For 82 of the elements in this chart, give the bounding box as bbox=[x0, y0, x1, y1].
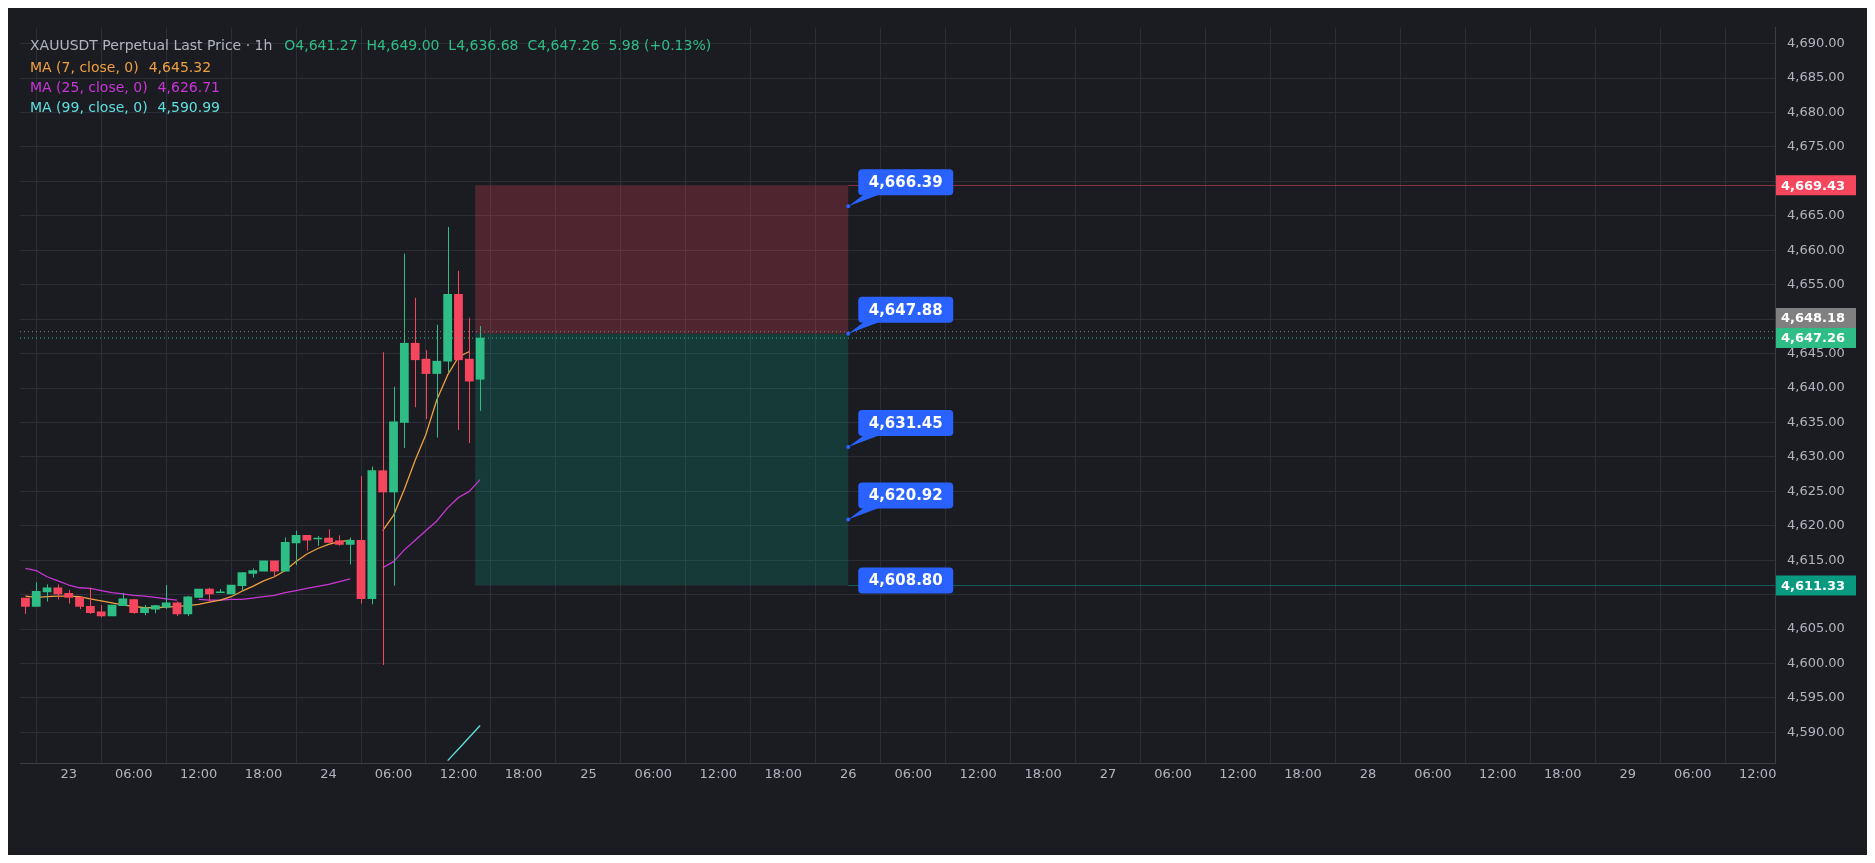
x-tick-label: 18:00 bbox=[504, 765, 543, 781]
candlestick bbox=[345, 536, 355, 565]
candlestick bbox=[21, 597, 30, 615]
y-tick-label: 4,615.00 bbox=[1787, 551, 1845, 567]
candlestick bbox=[75, 596, 84, 610]
y-tick-label: 4,660.00 bbox=[1787, 241, 1845, 257]
text: MA (25, close, 0) 4,626.71 bbox=[30, 78, 220, 95]
annotation: 4,631.45 bbox=[868, 413, 943, 432]
candlestick bbox=[194, 588, 204, 598]
candlestick bbox=[378, 351, 388, 666]
x-tick-label: 28 bbox=[1359, 765, 1377, 781]
x-tick-label: 06:00 bbox=[1154, 765, 1192, 781]
annotation: 4,620.92 bbox=[868, 486, 943, 505]
y-tick-label: 4,690.00 bbox=[1787, 35, 1845, 51]
y-tick-label: 4,595.00 bbox=[1787, 689, 1845, 705]
x-tick-label: 06:00 bbox=[374, 765, 413, 781]
candlestick bbox=[183, 595, 193, 617]
x-tick-label: 12:00 bbox=[179, 765, 218, 781]
x-tick-label: 18:00 bbox=[244, 765, 283, 781]
x-tick-label: 18:00 bbox=[764, 765, 803, 781]
x-tick-label: 18:00 bbox=[1284, 765, 1322, 781]
x-tick-label: 12:00 bbox=[1738, 765, 1777, 781]
band-label: 4,611.33 bbox=[1781, 577, 1846, 593]
x-tick-label: 18:00 bbox=[1544, 765, 1582, 781]
band-label: 4,669.43 bbox=[1781, 177, 1846, 193]
candlestick bbox=[410, 297, 420, 408]
y-tick-label: 4,630.00 bbox=[1787, 448, 1845, 464]
candlestick bbox=[140, 604, 149, 616]
candlestick bbox=[367, 466, 377, 605]
y-tick-label: 4,590.00 bbox=[1787, 723, 1845, 739]
x-tick-label: 06:00 bbox=[1414, 765, 1452, 781]
candlestick bbox=[280, 536, 290, 572]
x-tick-label: 24 bbox=[320, 765, 337, 781]
candlestick bbox=[31, 581, 41, 607]
candlestick bbox=[107, 604, 117, 617]
x-tick-label: 12:00 bbox=[439, 765, 478, 781]
text: O4,641.27 H4,649.00 L4,636.68 C4,647.26 5.98 (+0.13%) bbox=[284, 36, 712, 53]
ref-line-label: 4,648.18 bbox=[1781, 310, 1846, 326]
y-tick-label: 4,680.00 bbox=[1787, 103, 1845, 119]
x-tick-label: 06:00 bbox=[114, 765, 153, 781]
candlestick bbox=[85, 587, 95, 615]
candlestick bbox=[324, 528, 333, 543]
x-tick-label: 12:00 bbox=[1219, 765, 1257, 781]
annotation: 4,647.88 bbox=[868, 300, 943, 319]
y-tick-label: 4,665.00 bbox=[1787, 207, 1845, 223]
annotation: 4,666.39 bbox=[868, 173, 943, 192]
candlestick bbox=[259, 560, 268, 572]
x-tick-label: 06:00 bbox=[894, 765, 932, 781]
candlestick bbox=[270, 560, 279, 578]
x-tick-label: 23 bbox=[60, 765, 77, 781]
candlestick bbox=[389, 386, 398, 587]
x-tick-label: 12:00 bbox=[1479, 765, 1517, 781]
y-tick-label: 4,625.00 bbox=[1787, 482, 1845, 498]
text: MA (99, close, 0) 4,590.99 bbox=[30, 98, 220, 115]
y-tick-label: 4,600.00 bbox=[1787, 654, 1845, 670]
y-tick-label: 4,675.00 bbox=[1787, 138, 1845, 154]
y-tick-label: 4,620.00 bbox=[1787, 517, 1845, 533]
candlestick bbox=[129, 598, 139, 615]
y-tick-label: 4,645.00 bbox=[1787, 344, 1845, 360]
candlestick bbox=[118, 592, 128, 607]
x-tick-label: 06:00 bbox=[1673, 765, 1712, 781]
y-tick-label: 4,640.00 bbox=[1787, 379, 1845, 395]
annotation: 4,608.80 bbox=[868, 571, 943, 590]
x-tick-label: 06:00 bbox=[634, 765, 673, 781]
y-tick-label: 4,655.00 bbox=[1787, 276, 1845, 292]
x-tick-label: 26 bbox=[839, 765, 857, 781]
text: XAUUSDT Perpetual Last Price · 1h bbox=[30, 36, 273, 53]
x-tick-label: 12:00 bbox=[699, 765, 738, 781]
candlestick bbox=[248, 567, 258, 578]
candlestick bbox=[454, 270, 463, 431]
x-tick-label: 18:00 bbox=[1024, 765, 1062, 781]
candlestick bbox=[64, 589, 74, 605]
x-tick-label: 12:00 bbox=[959, 765, 997, 781]
x-tick-label: 27 bbox=[1099, 765, 1117, 781]
y-tick-label: 4,605.00 bbox=[1787, 620, 1845, 636]
candlestick bbox=[226, 584, 236, 595]
ref-line-label: 4,647.26 bbox=[1781, 330, 1846, 346]
y-tick-label: 4,635.00 bbox=[1787, 413, 1845, 429]
y-tick-label: 4,685.00 bbox=[1787, 69, 1845, 85]
x-tick-label: 29 bbox=[1619, 765, 1637, 781]
x-tick-label: 25 bbox=[580, 765, 597, 781]
text: MA (7, close, 0) 4,645.32 bbox=[30, 58, 212, 75]
